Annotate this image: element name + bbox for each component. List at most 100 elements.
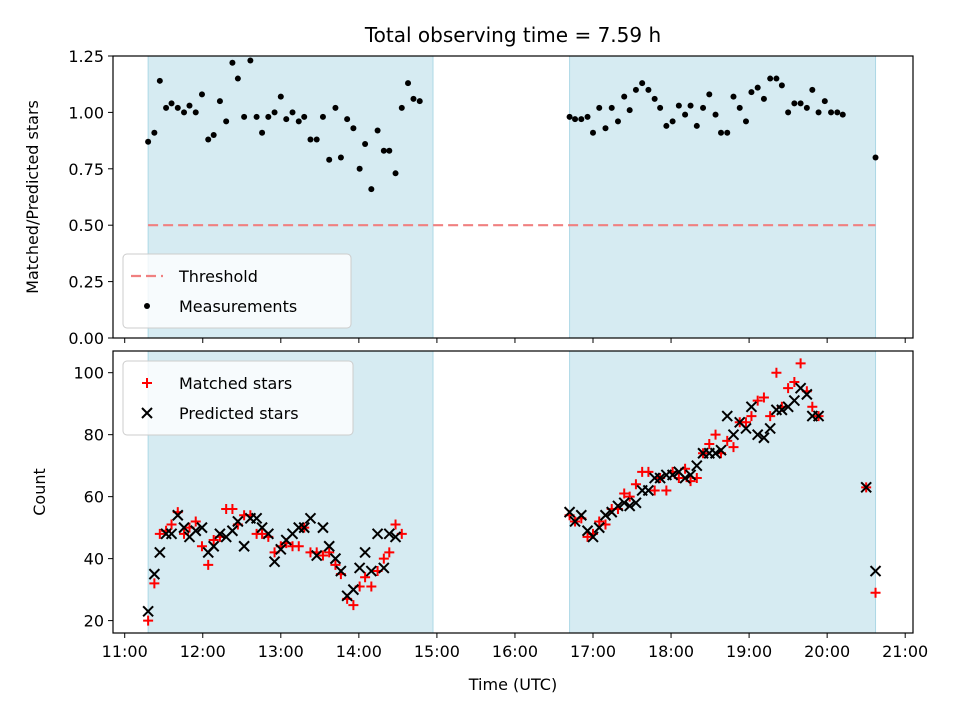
data-point xyxy=(156,77,163,84)
y-tick-label: 1.00 xyxy=(68,103,104,122)
data-point xyxy=(785,109,792,116)
data-point xyxy=(669,118,676,125)
data-point xyxy=(190,516,201,527)
chart-title: Total observing time = 7.59 h xyxy=(364,23,661,47)
data-point xyxy=(348,600,359,611)
data-point xyxy=(143,615,154,626)
data-point xyxy=(828,109,835,116)
data-point xyxy=(758,392,769,403)
data-point xyxy=(275,543,287,556)
data-point xyxy=(390,519,401,530)
legend-label: Threshold xyxy=(178,267,258,286)
data-point xyxy=(238,540,250,552)
data-point xyxy=(590,129,596,136)
data-point xyxy=(642,484,655,497)
data-point xyxy=(709,447,722,459)
data-point xyxy=(791,100,798,107)
data-point xyxy=(362,140,369,147)
data-point xyxy=(368,186,375,193)
data-point xyxy=(758,432,770,444)
data-point xyxy=(298,521,310,534)
data-point xyxy=(687,102,694,109)
legend-label: Predicted stars xyxy=(179,404,299,423)
data-point xyxy=(190,525,202,537)
data-point xyxy=(154,546,166,559)
data-point xyxy=(612,500,624,512)
data-point xyxy=(181,109,188,116)
data-point xyxy=(651,95,658,102)
data-point xyxy=(293,541,304,552)
data-point xyxy=(730,93,737,100)
data-point xyxy=(232,515,244,528)
data-point xyxy=(704,438,715,449)
data-point xyxy=(223,118,230,125)
y-tick-label: 1.25 xyxy=(68,47,104,66)
data-point xyxy=(324,547,335,558)
data-point xyxy=(208,535,219,546)
data-point xyxy=(722,435,733,446)
data-point xyxy=(712,111,719,118)
data-point xyxy=(869,565,882,577)
data-point xyxy=(706,91,713,98)
data-point xyxy=(168,100,175,107)
data-point xyxy=(727,428,740,441)
data-point xyxy=(165,528,178,540)
series-predicted-stars xyxy=(142,382,882,618)
legend-label: Matched stars xyxy=(179,374,292,393)
data-point xyxy=(350,125,357,132)
data-point xyxy=(742,118,749,125)
data-point xyxy=(788,394,801,407)
plot-frame xyxy=(112,55,914,339)
counts-panel: 11:00 12:00 13:00 14:00 15:00 16:00 17:00 18:00… xyxy=(30,350,928,661)
data-point xyxy=(380,147,387,154)
data-point xyxy=(392,170,399,177)
data-point xyxy=(335,565,347,577)
x-tick-label: 19:00 xyxy=(726,642,772,661)
data-point xyxy=(645,86,652,93)
data-point xyxy=(166,519,177,530)
data-point xyxy=(317,521,329,534)
data-point xyxy=(684,469,697,481)
data-point xyxy=(821,98,828,105)
data-point xyxy=(329,552,342,565)
data-point xyxy=(319,113,326,120)
data-point xyxy=(186,102,193,109)
data-point xyxy=(803,104,810,111)
data-point xyxy=(332,104,339,111)
data-point xyxy=(807,401,818,412)
data-point xyxy=(371,528,384,540)
data-point xyxy=(268,556,281,568)
data-point xyxy=(323,540,335,552)
data-point xyxy=(740,422,752,435)
data-point xyxy=(307,136,314,143)
data-point xyxy=(142,605,154,618)
data-point xyxy=(649,485,660,496)
data-point xyxy=(710,429,721,440)
data-point xyxy=(227,504,238,515)
data-point xyxy=(691,459,703,472)
data-point xyxy=(389,531,402,543)
data-point xyxy=(283,116,290,123)
data-point xyxy=(330,559,341,570)
x-tick-label: 17:00 xyxy=(570,642,616,661)
data-point xyxy=(801,388,813,401)
x-tick-label: 21:00 xyxy=(882,642,928,661)
data-point xyxy=(860,481,872,494)
data-point xyxy=(582,531,593,542)
data-point xyxy=(839,111,846,118)
x-tick-label: 14:00 xyxy=(336,642,382,661)
data-point xyxy=(587,531,599,543)
data-point xyxy=(359,546,371,559)
data-point xyxy=(198,91,205,98)
data-point xyxy=(326,156,333,163)
y-tick-label: 20 xyxy=(84,612,104,631)
data-point xyxy=(608,104,615,111)
data-point xyxy=(760,95,767,102)
x-tick-label: 15:00 xyxy=(414,642,460,661)
data-point xyxy=(347,583,360,596)
data-point xyxy=(754,84,761,91)
data-point xyxy=(289,109,296,116)
data-point xyxy=(344,116,351,123)
data-point xyxy=(740,417,751,428)
